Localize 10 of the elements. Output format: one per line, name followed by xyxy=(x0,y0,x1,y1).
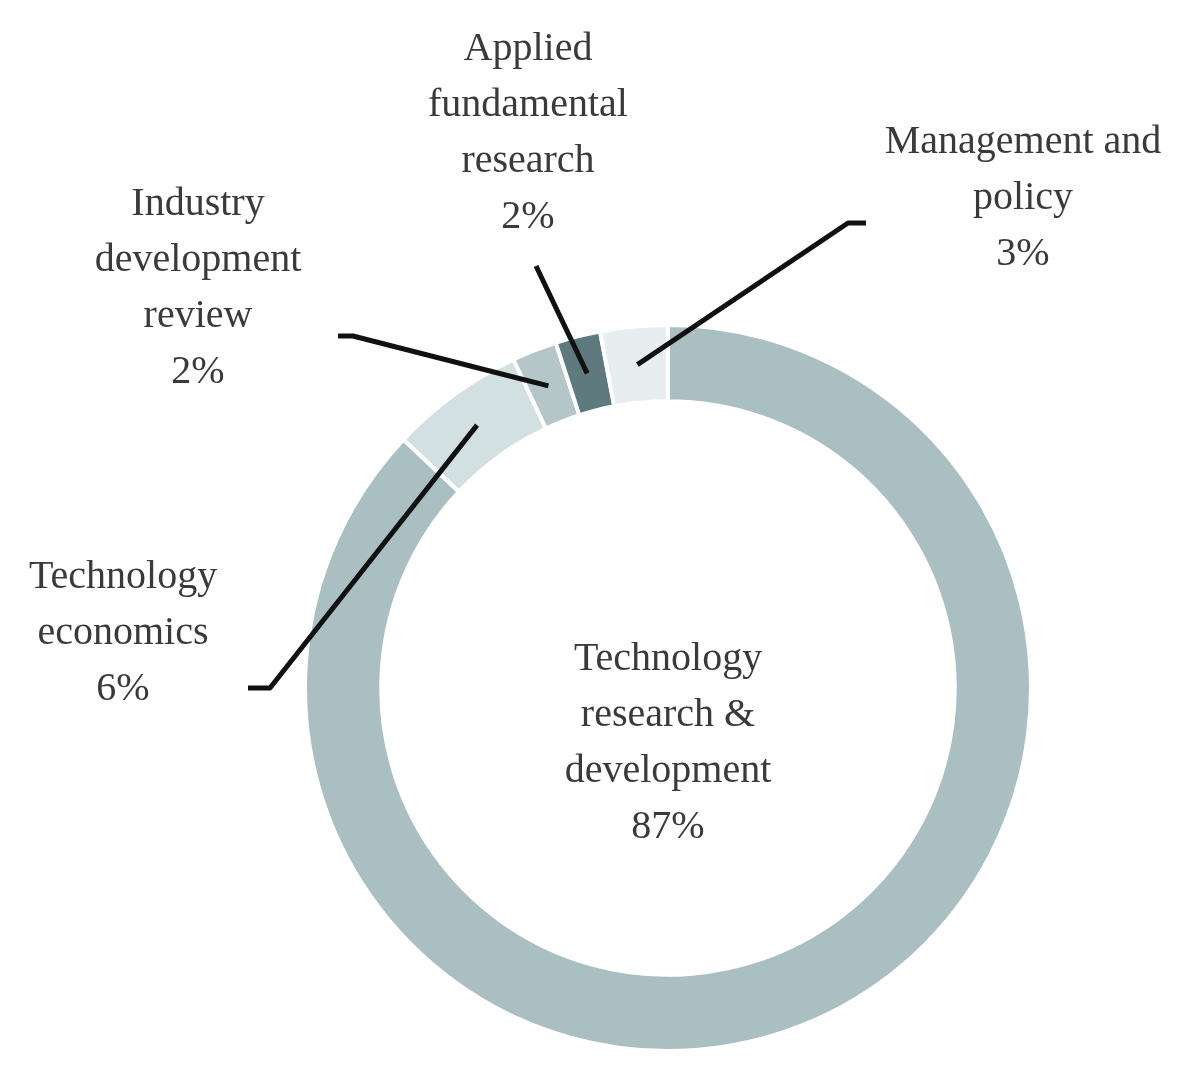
slice-label: Management and policy xyxy=(884,116,1162,218)
slice-label: Industry development review xyxy=(94,178,302,336)
data-label: 2% xyxy=(501,191,555,237)
slice-label: Applied fundamental research xyxy=(428,23,628,181)
data-label: 6% xyxy=(96,663,150,709)
data-label: 87% xyxy=(631,801,705,847)
data-label: 2% xyxy=(171,346,225,392)
slice-label: Technology research & development xyxy=(564,633,772,791)
slice-label: Technology economics xyxy=(28,551,218,653)
data-label: 3% xyxy=(996,228,1050,274)
